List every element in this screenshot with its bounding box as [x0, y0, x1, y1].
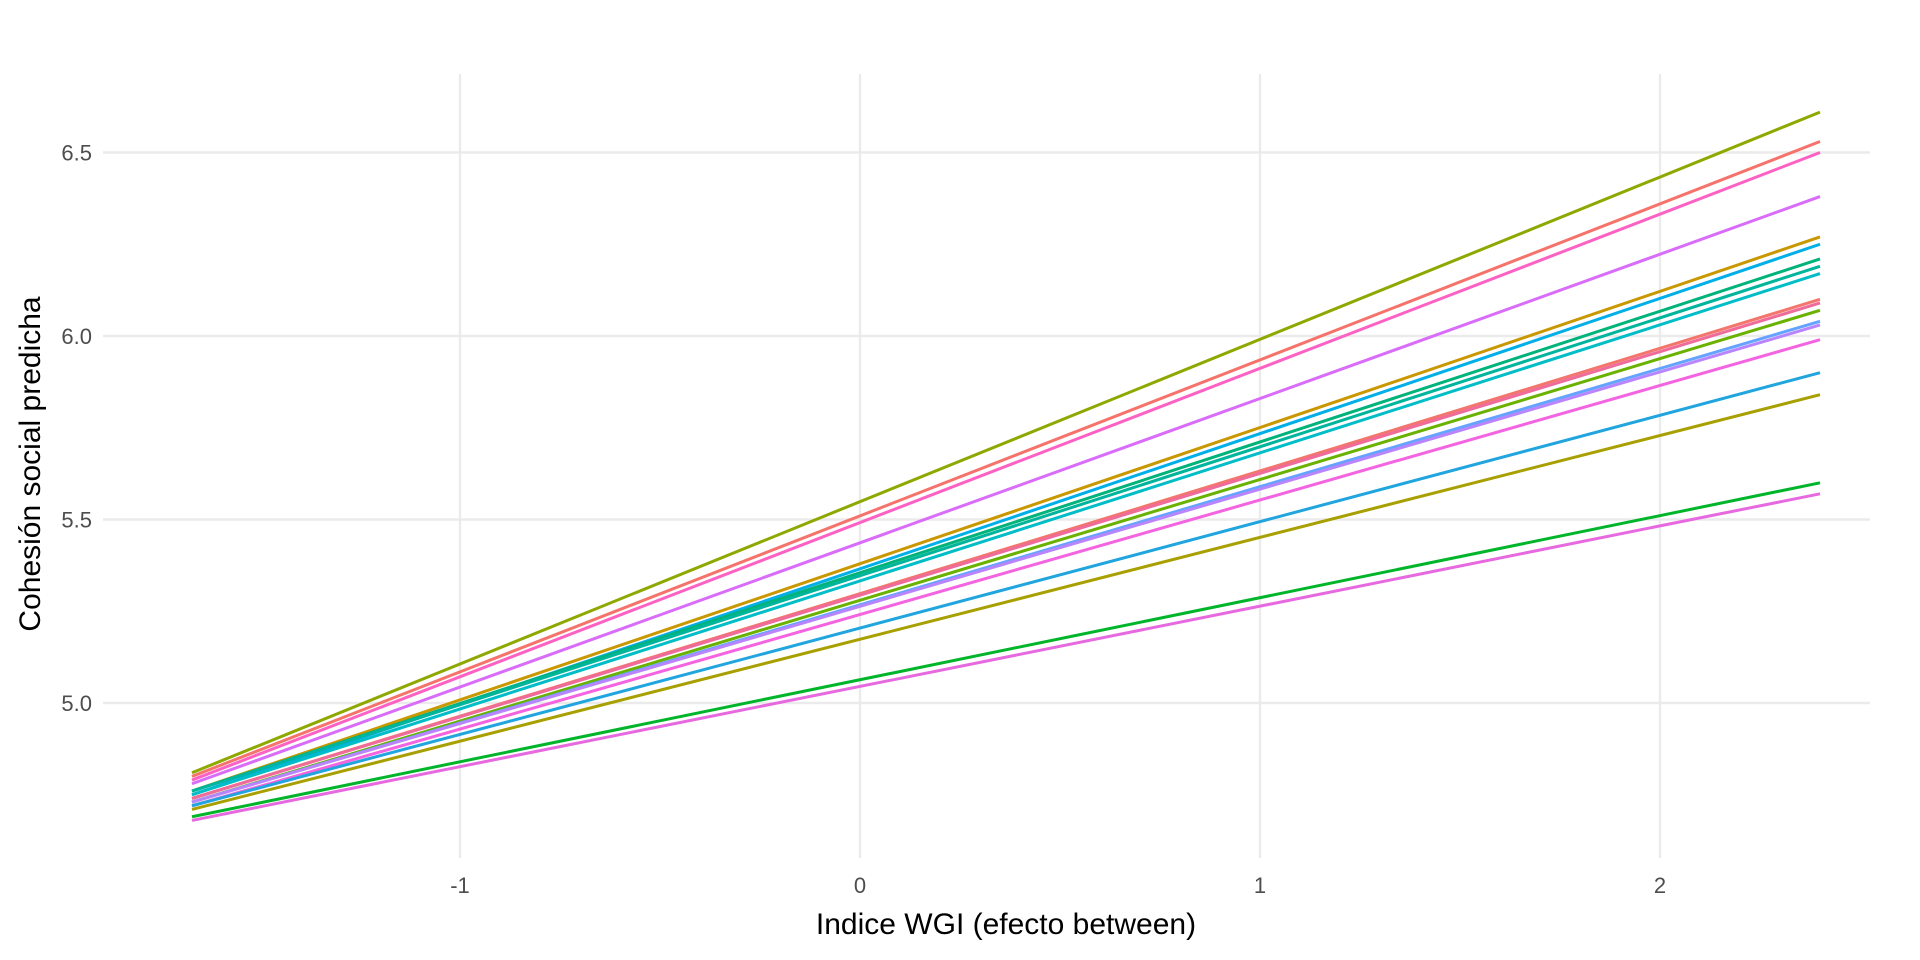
- y-tick-label: 6.5: [61, 141, 92, 166]
- y-axis-title: Cohesión social predicha: [14, 296, 47, 632]
- series-line-4: [191, 195, 1821, 786]
- series-line-15: [191, 338, 1821, 808]
- y-tick-labels: 5.0 5.5 6.0 6.5: [61, 141, 92, 717]
- x-tick-label: -1: [450, 873, 470, 898]
- series-line-8: [191, 264, 1821, 793]
- series-line-1: [191, 110, 1821, 775]
- series-line-2: [191, 140, 1821, 778]
- series-line-16: [191, 371, 1821, 808]
- series-line-5: [191, 235, 1821, 793]
- x-tick-labels: -1 0 1 2: [450, 873, 1666, 898]
- series-line-3: [191, 151, 1821, 782]
- x-tick-label: 2: [1654, 873, 1666, 898]
- series-line-9: [191, 272, 1821, 797]
- series-line-11: [191, 301, 1821, 800]
- x-tick-label: 1: [1254, 873, 1266, 898]
- series-line-17: [191, 393, 1821, 811]
- series-lines: [191, 110, 1821, 822]
- series-line-19: [191, 492, 1821, 822]
- y-tick-label: 6.0: [61, 324, 92, 349]
- series-line-12: [191, 308, 1821, 804]
- y-tick-label: 5.0: [61, 691, 92, 716]
- series-line-14: [191, 323, 1821, 804]
- x-tick-label: 0: [854, 873, 866, 898]
- x-axis-title: Indice WGI (efecto between): [816, 908, 1196, 941]
- series-line-18: [191, 481, 1821, 819]
- y-tick-label: 5.5: [61, 508, 92, 533]
